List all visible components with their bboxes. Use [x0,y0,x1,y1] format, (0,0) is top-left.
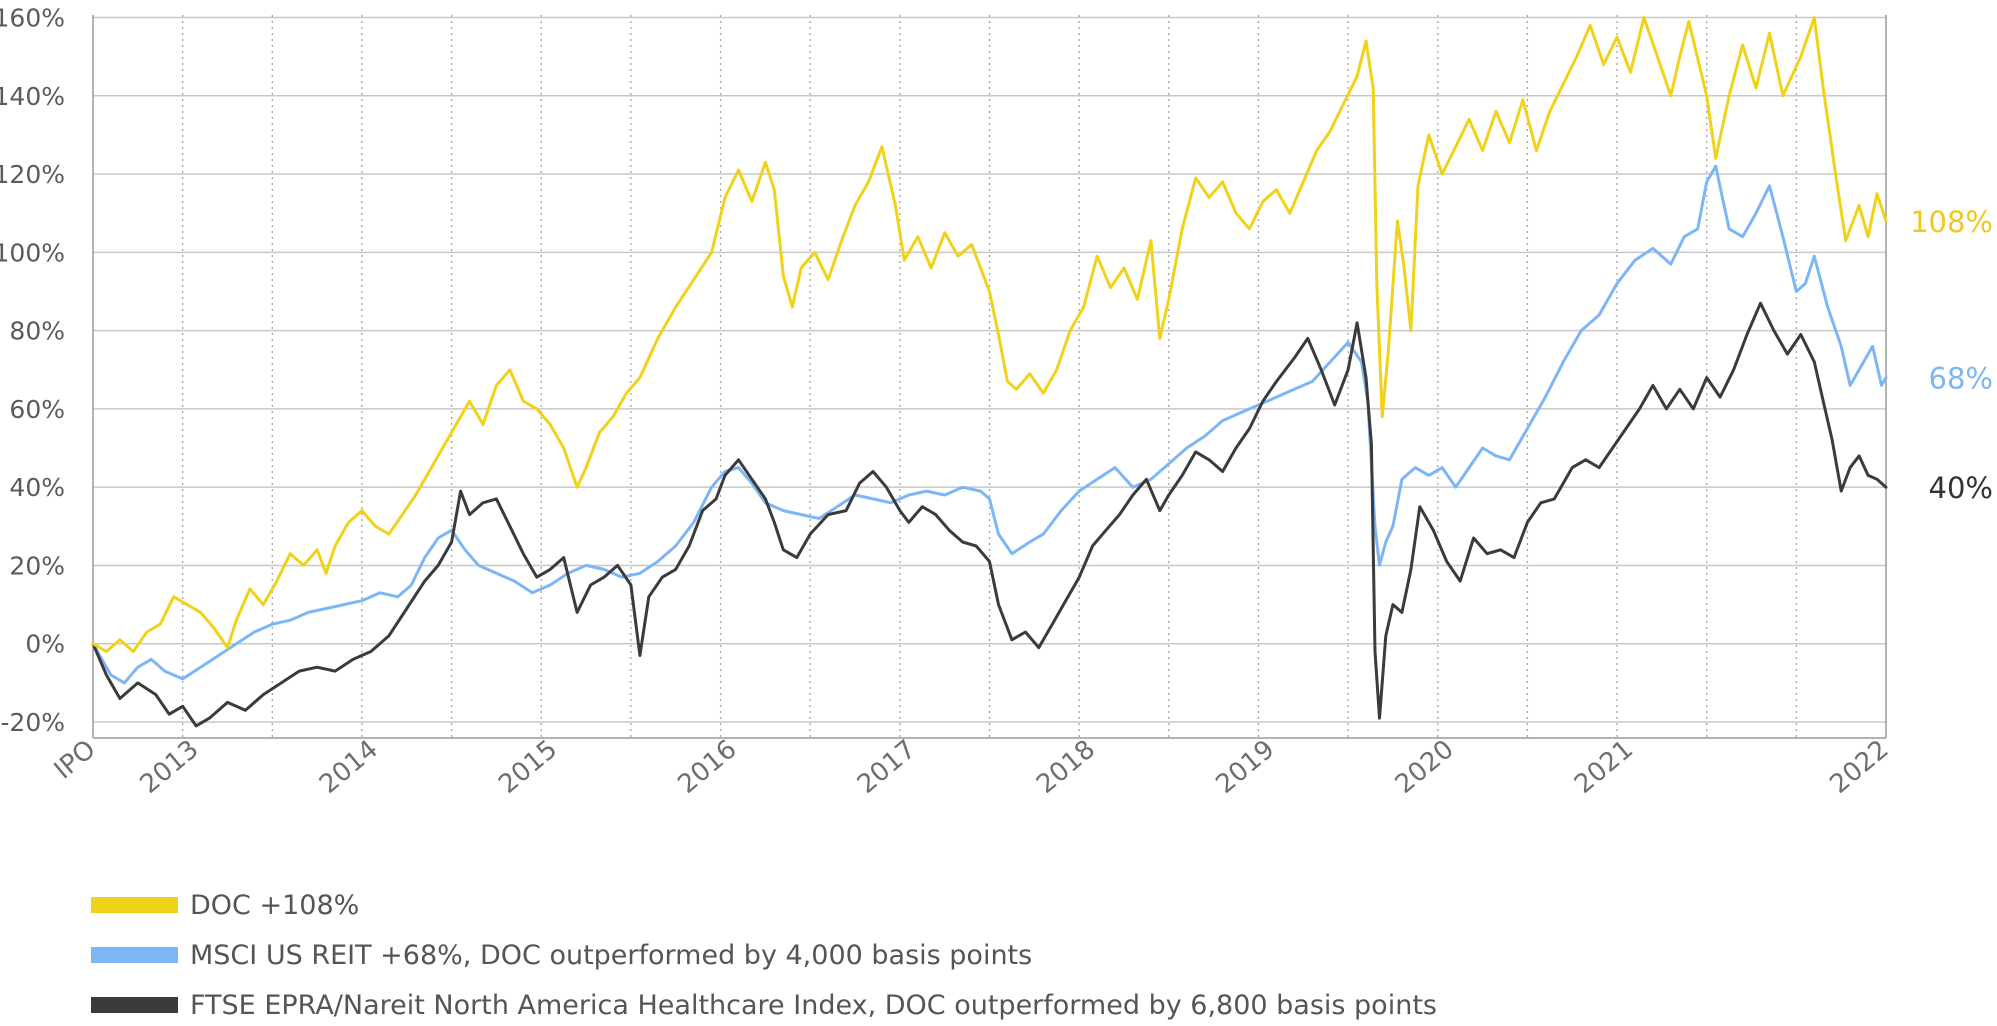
legend-item-doc: DOC +108% [91,885,359,925]
series-line-ftse [91,301,1888,728]
x-tick-label-2013: 2013 [135,734,205,800]
series-line-doc [91,16,1888,653]
legend-item-msci: MSCI US REIT +68%, DOC outperformed by 4… [91,935,1032,975]
x-tick-label-2017: 2017 [852,734,922,800]
end-label-msci: 68% [1929,362,1993,396]
x-tick-label-2014: 2014 [314,734,384,800]
x-tick-label-2020: 2020 [1390,734,1460,800]
y-tick-label-160: 160% [0,4,65,33]
series-line-msci [91,164,1888,685]
legend-swatch-msci [91,947,178,963]
x-tick-label-2019: 2019 [1210,734,1280,800]
end-labels: 108% 68% 40% [1910,205,1993,505]
x-tick-label-2021: 2021 [1569,734,1639,800]
legend-label-ftse: FTSE EPRA/Nareit North America Healthcar… [190,989,1437,1021]
y-tick-label-100: 100% [0,238,65,267]
y-tick-label-120: 120% [0,160,65,189]
legend-item-ftse: FTSE EPRA/Nareit North America Healthcar… [91,985,1437,1025]
grid [92,15,1887,739]
legend-label-doc: DOC +108% [190,889,360,921]
x-axis-ticks: IPO 2013 2014 2015 2016 2017 2018 2019 2020 2021 2… [49,734,1895,800]
legend-swatch-doc [91,897,178,913]
x-tick-label-2018: 2018 [1031,734,1101,800]
y-tick-label-neg20: -20% [0,708,65,737]
y-tick-label-80: 80% [9,317,65,346]
x-tick-label-2015: 2015 [493,734,563,800]
y-tick-label-0: 0% [25,630,65,659]
series-lines [91,16,1888,728]
y-tick-label-140: 140% [0,82,65,111]
legend-swatch-ftse [91,997,178,1013]
x-tick-label-ipo: IPO [49,734,102,785]
y-axis-ticks: -20% 0% 20% 40% 60% 80% 100% 120% 140% 160% [0,4,65,738]
y-tick-label-40: 40% [9,473,65,502]
x-tick-label-2022: 2022 [1825,734,1895,800]
end-label-ftse: 40% [1929,471,1993,505]
legend-label-msci: MSCI US REIT +68%, DOC outperformed by 4… [190,939,1033,971]
y-tick-label-60: 60% [9,395,65,424]
x-tick-label-2016: 2016 [673,734,743,800]
end-label-doc: 108% [1910,205,1993,239]
y-tick-label-20: 20% [9,551,65,580]
